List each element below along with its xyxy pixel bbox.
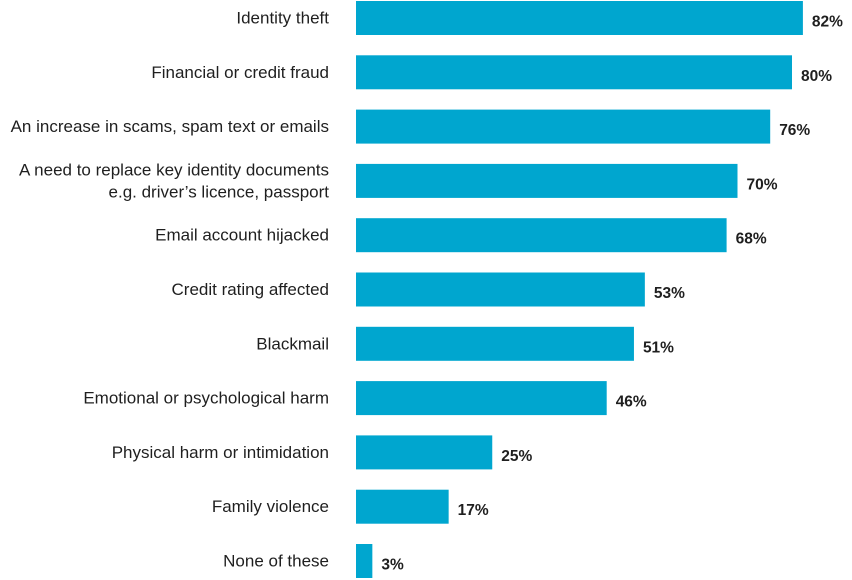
- category-label: Identity theft: [236, 9, 329, 28]
- value-label: 80%: [801, 68, 832, 85]
- category-label: Family violence: [212, 497, 329, 516]
- category-labels: Identity theft Financial or credit fraud A…: [11, 9, 330, 571]
- value-label: 25%: [501, 448, 532, 465]
- bar: [356, 435, 493, 470]
- category-label: Physical harm or intimidation: [112, 443, 329, 462]
- bar: [356, 272, 645, 307]
- category-label: An increase in scams, spam text or email…: [11, 117, 329, 136]
- category-label: Credit rating affected: [172, 280, 330, 299]
- value-label: 70%: [747, 176, 778, 193]
- bar: [356, 381, 607, 416]
- bar: [356, 326, 634, 361]
- bar: [356, 1, 803, 35]
- value-label: 51%: [643, 339, 674, 356]
- category-label: Email account hijacked: [155, 226, 329, 245]
- bar: [356, 218, 727, 253]
- bar: [356, 109, 771, 144]
- category-label: Blackmail: [256, 334, 329, 353]
- category-label: Emotional or psychological harm: [83, 389, 329, 408]
- bar: [356, 163, 738, 198]
- value-label: 46%: [616, 394, 647, 411]
- bars: [356, 1, 803, 578]
- bar: [356, 544, 373, 578]
- value-label: 68%: [736, 231, 767, 248]
- bar: [356, 489, 449, 524]
- category-label: A need to replace key identity documents: [19, 160, 329, 179]
- category-label: Financial or credit fraud: [151, 63, 329, 82]
- category-label: e.g. driver’s licence, passport: [109, 182, 330, 201]
- bar: [356, 55, 792, 90]
- value-labels: 82% 80% 76% 70% 68% 53% 51% 46% 25% 17% 3%: [381, 14, 843, 574]
- value-label: 17%: [458, 502, 489, 519]
- value-label: 76%: [779, 122, 810, 139]
- value-label: 82%: [812, 14, 843, 31]
- category-label: None of these: [223, 552, 329, 571]
- value-label: 53%: [654, 285, 685, 302]
- value-label: 3%: [381, 557, 404, 574]
